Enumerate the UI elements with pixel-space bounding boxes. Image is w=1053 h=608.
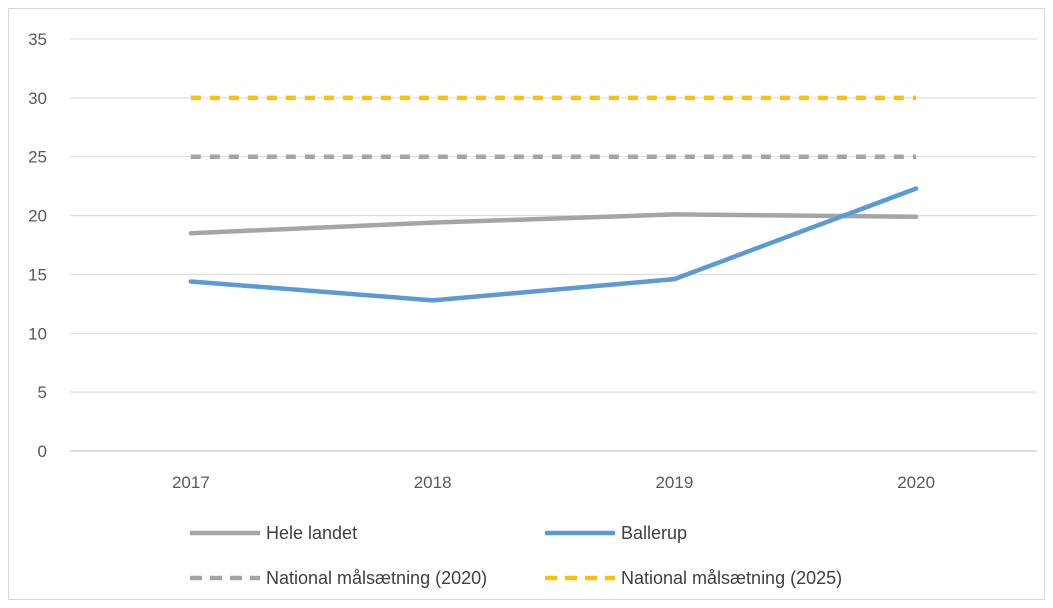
y-tick-label: 15 (28, 265, 47, 284)
y-tick-label: 10 (28, 324, 47, 343)
y-tick-label: 35 (28, 30, 47, 49)
chart-frame (8, 8, 1045, 600)
y-tick-label: 0 (38, 442, 47, 461)
x-tick-label: 2018 (414, 473, 452, 492)
x-tick-label: 2020 (897, 473, 935, 492)
legend-label: Hele landet (266, 523, 357, 543)
y-tick-label: 30 (28, 89, 47, 108)
legend: Hele landet Ballerup National målsætning (… (190, 523, 842, 588)
legend-label: Ballerup (621, 523, 687, 543)
legend-label: National målsætning (2025) (621, 568, 842, 588)
y-axis-tick-labels: 0 5 10 15 20 25 30 35 (28, 30, 47, 461)
x-tick-label: 2017 (172, 473, 210, 492)
y-tick-label: 25 (28, 148, 47, 167)
x-axis-tick-labels: 2017 2018 2019 2020 (172, 473, 935, 492)
y-tick-label: 20 (28, 207, 47, 226)
series-lines (188, 95, 919, 303)
gridlines (70, 38, 1037, 452)
y-tick-label: 5 (38, 383, 47, 402)
series-line-1 (188, 186, 919, 303)
series-line-0 (188, 212, 919, 236)
x-tick-label: 2019 (655, 473, 693, 492)
legend-label: National målsætning (2020) (266, 568, 487, 588)
